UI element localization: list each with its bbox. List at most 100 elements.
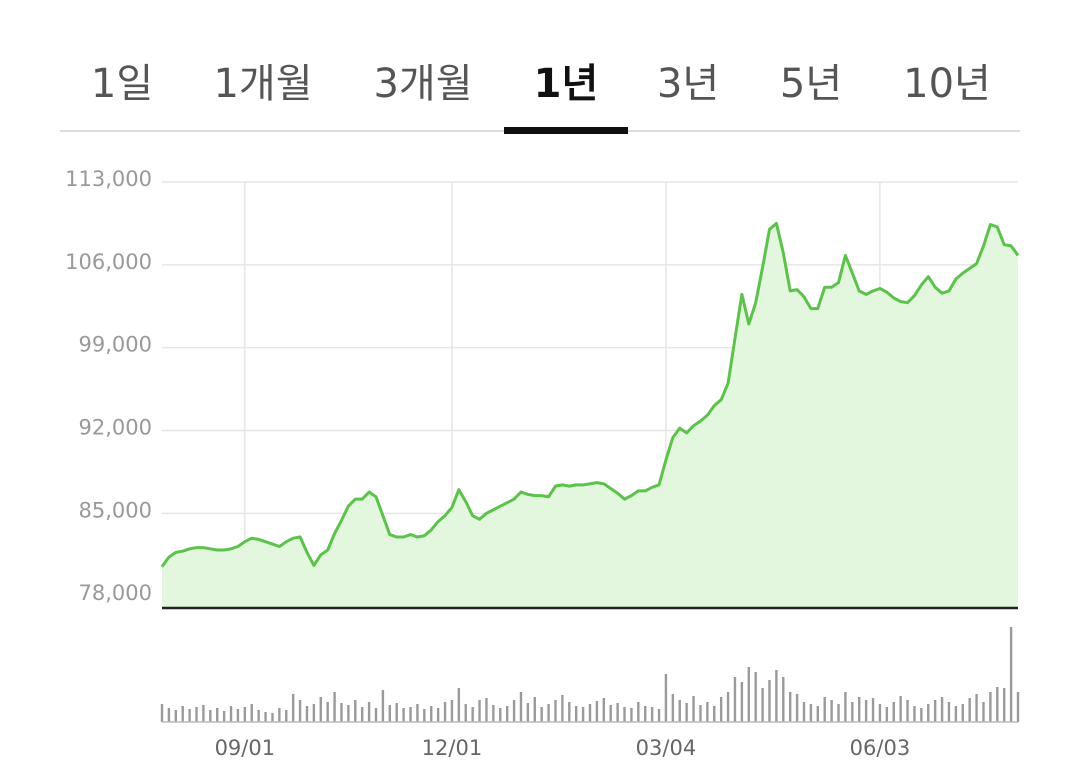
volume-bar (250, 704, 253, 722)
volume-bar (657, 709, 661, 722)
volume-bar (581, 707, 585, 722)
volume-bar (188, 709, 191, 722)
volume-bar (837, 704, 840, 722)
y-tick-label: 78,000 (79, 581, 152, 605)
volume-bar (360, 707, 364, 722)
volume-bar (298, 700, 302, 722)
volume-bar (650, 707, 654, 722)
tab[interactable]: 1년 (534, 61, 599, 107)
volume-bar (982, 702, 985, 722)
volume-bar (927, 704, 930, 722)
volume-bar (851, 702, 854, 722)
volume-bar (305, 706, 309, 722)
y-tick-label: 106,000 (65, 250, 152, 274)
volume-bar (1002, 688, 1006, 722)
tab[interactable]: 3개월 (373, 61, 472, 107)
volume-bar (374, 708, 378, 722)
volume-bar (733, 677, 737, 722)
volume-bar (202, 705, 205, 722)
volume-bar (871, 698, 875, 722)
volume-bar (913, 706, 916, 722)
volume-bar (381, 690, 385, 722)
volume-bar (485, 698, 488, 722)
volume-bar (471, 707, 474, 722)
volume-bar (167, 708, 171, 722)
volume-bar (864, 700, 868, 722)
volume-bar (174, 710, 178, 722)
volume-bar (319, 697, 322, 722)
volume-bar (402, 708, 405, 722)
tab-underline (504, 127, 628, 134)
volume-bar (430, 706, 433, 722)
volume-bar (1009, 627, 1013, 722)
volume-bar (989, 692, 992, 722)
volume-bar (844, 692, 847, 722)
volume-bar (326, 702, 329, 722)
volume-bar (996, 687, 999, 722)
volume-bar (505, 706, 509, 722)
volume-bar (878, 704, 882, 722)
volume-bar (706, 702, 709, 722)
volume-bar (340, 703, 343, 722)
tab[interactable]: 1일 (91, 61, 153, 107)
volume-bar (561, 695, 564, 722)
volume-bar (347, 705, 350, 722)
volume-bar (885, 707, 889, 722)
y-tick-label: 85,000 (79, 498, 152, 522)
volume-bar (782, 677, 785, 722)
volume-bar (478, 700, 481, 722)
volume-bar (616, 703, 619, 722)
volume-bar (416, 704, 419, 722)
volume-bar (464, 704, 467, 722)
volume-bar (216, 708, 219, 722)
volume-bar (492, 705, 495, 722)
volume-bar (609, 705, 612, 722)
volume-bar (195, 707, 198, 722)
volume-bar (443, 702, 447, 722)
volume-bar (644, 706, 647, 722)
tab[interactable]: 1개월 (213, 61, 312, 107)
volume-bar (809, 704, 813, 722)
volume-bar (285, 710, 288, 722)
volume-bar (229, 706, 233, 722)
volume-bar (823, 697, 826, 722)
volume-bar (395, 703, 398, 722)
y-tick-label: 99,000 (79, 333, 152, 357)
volume-bar (423, 709, 426, 722)
tab[interactable]: 5년 (780, 61, 842, 107)
volume-bar (367, 702, 371, 722)
volume-bar (512, 700, 516, 722)
volume-bar (975, 694, 978, 722)
volume-bar (947, 702, 951, 722)
volume-bar (954, 706, 958, 722)
volume-bar (602, 698, 606, 722)
volume-bar (312, 704, 316, 722)
volume-bar (222, 711, 226, 722)
tab[interactable]: 3년 (657, 61, 719, 107)
volume-bar (588, 704, 592, 722)
volume-bar (830, 700, 833, 722)
volume-bar (160, 704, 164, 722)
volume-bar (595, 701, 599, 722)
volume-bar (436, 708, 440, 722)
y-tick-label: 113,000 (65, 167, 152, 191)
volume-bar (795, 694, 799, 722)
volume-bar (209, 710, 212, 722)
volume-bar (623, 707, 626, 722)
volume-bar (788, 692, 792, 722)
volume-bar (1016, 692, 1020, 722)
volume-bar (568, 702, 571, 722)
price-area (162, 223, 1018, 608)
volume-bar (719, 697, 723, 722)
volume-bar (754, 672, 757, 722)
volume-bar (526, 703, 530, 722)
volume-bar (533, 697, 536, 722)
volume-bar (740, 682, 744, 722)
tab[interactable]: 10년 (903, 61, 991, 107)
x-tick-label: 03/04 (636, 736, 697, 760)
volume-bar (768, 680, 771, 722)
volume-bar (692, 696, 695, 722)
volume-bar (457, 688, 461, 722)
volume-bar (264, 712, 267, 722)
